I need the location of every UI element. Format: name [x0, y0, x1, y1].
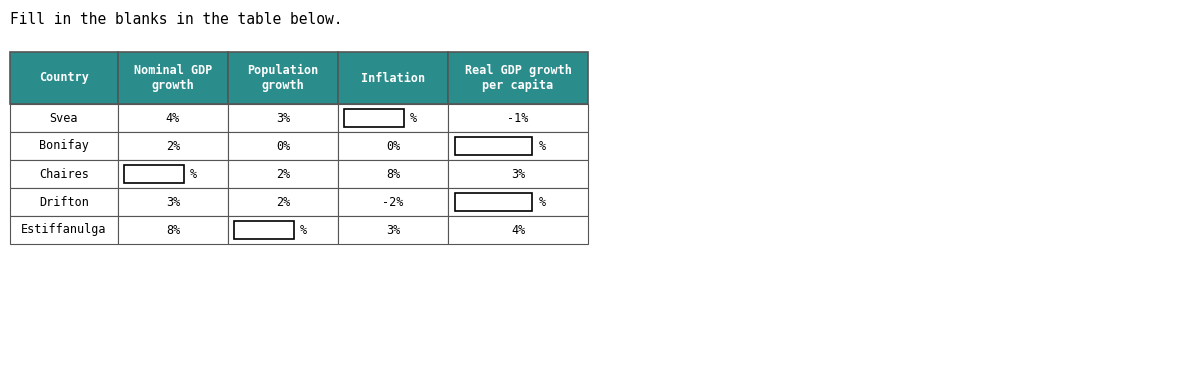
Text: 8%: 8% — [386, 167, 400, 180]
Text: Population
growth: Population growth — [247, 64, 319, 92]
Text: 2%: 2% — [276, 167, 290, 180]
Text: 2%: 2% — [166, 139, 180, 153]
Text: 3%: 3% — [511, 167, 526, 180]
Text: 3%: 3% — [386, 223, 400, 237]
Text: Svea: Svea — [49, 112, 78, 124]
Text: Real GDP growth
per capita: Real GDP growth per capita — [464, 64, 571, 92]
Text: Chaires: Chaires — [40, 167, 89, 180]
Text: Country: Country — [40, 71, 89, 85]
Text: %: % — [409, 112, 416, 124]
Text: Drifton: Drifton — [40, 196, 89, 209]
Text: %: % — [539, 139, 546, 153]
Text: 8%: 8% — [166, 223, 180, 237]
Text: 4%: 4% — [166, 112, 180, 124]
Text: 4%: 4% — [511, 223, 526, 237]
Text: 3%: 3% — [276, 112, 290, 124]
Text: 0%: 0% — [386, 139, 400, 153]
Text: %: % — [539, 196, 546, 209]
Text: 2%: 2% — [276, 196, 290, 209]
Text: -1%: -1% — [508, 112, 529, 124]
Text: Fill in the blanks in the table below.: Fill in the blanks in the table below. — [10, 12, 342, 27]
Text: Nominal GDP
growth: Nominal GDP growth — [134, 64, 212, 92]
Text: %: % — [300, 223, 307, 237]
Text: 0%: 0% — [276, 139, 290, 153]
Text: %: % — [190, 167, 197, 180]
Text: -2%: -2% — [383, 196, 403, 209]
Text: 3%: 3% — [166, 196, 180, 209]
Text: Bonifay: Bonifay — [40, 139, 89, 153]
Text: Inflation: Inflation — [361, 71, 425, 85]
Text: Estiffanulga: Estiffanulga — [22, 223, 107, 237]
